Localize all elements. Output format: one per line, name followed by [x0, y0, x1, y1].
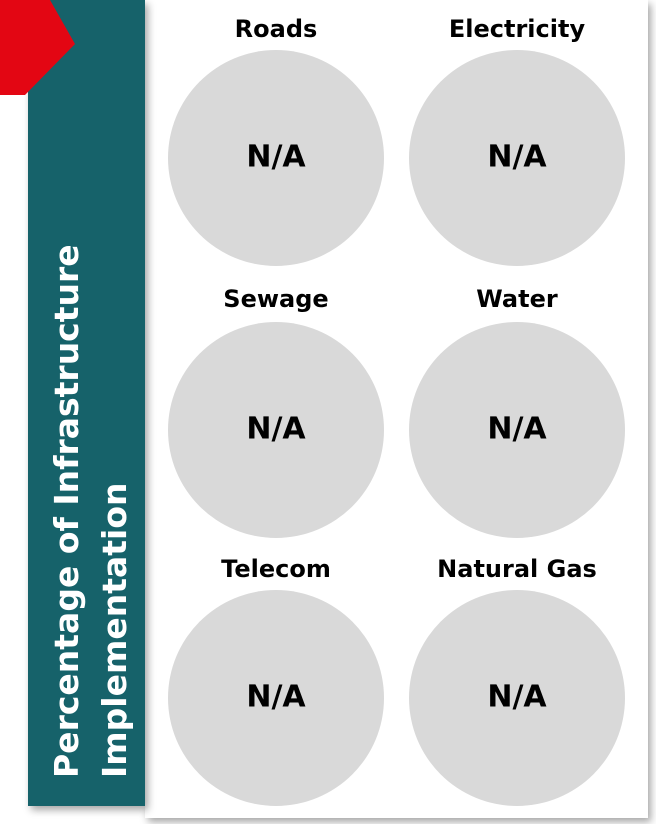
- sidebar-title-line: Percentage of Infrastructure: [47, 244, 86, 778]
- panel-value: N/A: [487, 140, 547, 175]
- gauge-circle: [168, 590, 384, 806]
- sidebar-title-line: Implementation: [95, 482, 134, 778]
- panel-value: N/A: [246, 680, 306, 715]
- gauge-circle: [409, 322, 625, 538]
- panel-value: N/A: [246, 412, 306, 447]
- panel-label: Water: [476, 285, 558, 313]
- gauge-circle: [409, 590, 625, 806]
- panel-value: N/A: [487, 412, 547, 447]
- red-marker: [0, 0, 75, 95]
- sidebar-title: Percentage of Infrastructure Implementat…: [47, 244, 134, 778]
- gauge-circle: [168, 50, 384, 266]
- sidebar: [28, 0, 145, 806]
- panel-value: N/A: [246, 140, 306, 175]
- panel-label: Electricity: [449, 15, 586, 43]
- panel-value: N/A: [487, 680, 547, 715]
- panel-label: Telecom: [221, 555, 331, 583]
- panel-label: Roads: [235, 15, 318, 43]
- panel-label: Sewage: [223, 285, 328, 313]
- gauge-circle: [409, 50, 625, 266]
- gauge-circle: [168, 322, 384, 538]
- panel-label: Natural Gas: [437, 555, 597, 583]
